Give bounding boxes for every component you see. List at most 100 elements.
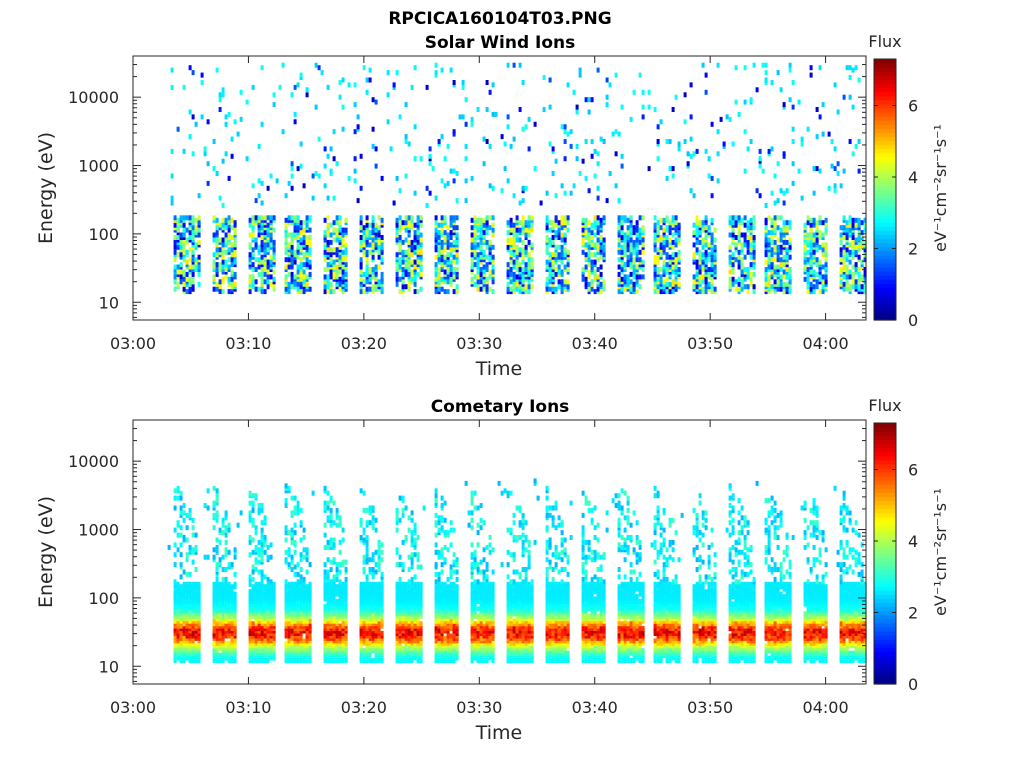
heatmap-cell xyxy=(485,254,489,260)
heatmap-cell xyxy=(362,242,366,248)
heatmap-cell xyxy=(572,183,576,189)
heatmap-cell xyxy=(584,252,588,258)
heatmap-cell xyxy=(548,220,552,226)
heatmap-cell xyxy=(512,237,516,243)
heatmap-cell xyxy=(548,77,552,83)
heatmap-cell xyxy=(701,267,705,272)
heatmap-cell xyxy=(581,237,585,243)
panel-title: Cometary Ions xyxy=(431,397,570,417)
heatmap-cell xyxy=(170,148,174,154)
heatmap-cell xyxy=(248,517,252,523)
heatmap-cell xyxy=(623,249,627,255)
heatmap-cell xyxy=(779,286,783,292)
heatmap-cell xyxy=(590,153,594,159)
heatmap-cell xyxy=(830,163,834,169)
heatmap-cell xyxy=(695,232,699,238)
heatmap-cell xyxy=(509,249,513,255)
heatmap-cell xyxy=(434,271,438,277)
heatmap-cell xyxy=(251,500,255,506)
heatmap-cell xyxy=(398,276,402,282)
heatmap-cell xyxy=(452,267,456,272)
heatmap-cell xyxy=(215,594,219,600)
heatmap-cell xyxy=(839,183,843,189)
heatmap-cell xyxy=(308,623,312,629)
heatmap-cell xyxy=(194,257,198,263)
heatmap-cell xyxy=(167,544,171,550)
heatmap-cell xyxy=(752,225,756,231)
heatmap-cell xyxy=(635,274,639,280)
heatmap-cell xyxy=(251,84,255,90)
heatmap-cell xyxy=(401,239,405,245)
heatmap-cell xyxy=(773,269,777,275)
heatmap-cell xyxy=(860,220,864,226)
heatmap-cell xyxy=(575,143,579,149)
heatmap-cell xyxy=(854,249,858,255)
heatmap-cell xyxy=(335,247,339,253)
heatmap-cell xyxy=(560,286,564,292)
heatmap-cell xyxy=(710,217,714,223)
heatmap-cell xyxy=(257,613,261,619)
heatmap-cell xyxy=(170,84,174,90)
heatmap-cell xyxy=(323,562,327,568)
heatmap-cell xyxy=(407,286,411,292)
colorbar-segment xyxy=(874,291,896,297)
heatmap-cell xyxy=(506,244,510,250)
heatmap-cell xyxy=(620,286,624,292)
heatmap-cell xyxy=(179,552,183,558)
heatmap-cell xyxy=(185,249,189,255)
heatmap-cell xyxy=(368,249,372,255)
heatmap-cell xyxy=(173,244,177,250)
heatmap-cell xyxy=(182,599,186,604)
heatmap-cell xyxy=(692,242,696,248)
heatmap-cell xyxy=(344,271,348,277)
heatmap-cell xyxy=(488,89,492,95)
heatmap-cell xyxy=(218,621,222,627)
heatmap-cell xyxy=(629,116,633,122)
heatmap-cell xyxy=(596,230,600,236)
colorbar-segment xyxy=(874,91,896,97)
heatmap-cell xyxy=(653,235,657,240)
colorbar-segment xyxy=(874,275,896,280)
heatmap-cell xyxy=(452,178,456,184)
heatmap-cell xyxy=(812,190,816,196)
heatmap-cell xyxy=(215,171,219,176)
heatmap-cell xyxy=(803,259,807,265)
heatmap-cell xyxy=(482,161,486,167)
heatmap-cell xyxy=(545,276,549,282)
heatmap-cell xyxy=(764,281,768,287)
heatmap-cell xyxy=(407,259,411,265)
heatmap-cell xyxy=(590,222,594,228)
heatmap-cell xyxy=(698,279,702,285)
heatmap-cell xyxy=(785,188,789,194)
heatmap-cell xyxy=(290,640,294,646)
heatmap-cell xyxy=(641,225,645,231)
heatmap-cell xyxy=(221,203,225,208)
heatmap-cell xyxy=(332,247,336,253)
heatmap-cell xyxy=(671,166,675,172)
heatmap-cell xyxy=(203,554,207,560)
colorbar-segment xyxy=(874,152,896,158)
heatmap-cell xyxy=(671,289,675,295)
heatmap-cell xyxy=(695,271,699,277)
heatmap-cell xyxy=(578,67,582,73)
heatmap-cell xyxy=(842,215,846,221)
heatmap-cell xyxy=(254,594,258,600)
heatmap-cell xyxy=(677,146,681,152)
heatmap-cell xyxy=(182,269,186,275)
heatmap-cell xyxy=(236,522,240,528)
heatmap-cell xyxy=(566,249,570,255)
heatmap-cell xyxy=(221,158,225,164)
heatmap-cell xyxy=(302,274,306,280)
heatmap-cell xyxy=(341,264,345,270)
heatmap-cell xyxy=(434,195,438,201)
heatmap-cell xyxy=(836,109,840,115)
heatmap-cell xyxy=(701,237,705,243)
heatmap-cell xyxy=(260,259,264,265)
heatmap-cell xyxy=(488,269,492,275)
heatmap-cell xyxy=(434,232,438,238)
heatmap-cell xyxy=(326,247,330,253)
heatmap-cell xyxy=(353,102,357,108)
heatmap-cell xyxy=(326,262,330,268)
heatmap-cell xyxy=(674,220,678,226)
heatmap-cell xyxy=(737,225,741,231)
